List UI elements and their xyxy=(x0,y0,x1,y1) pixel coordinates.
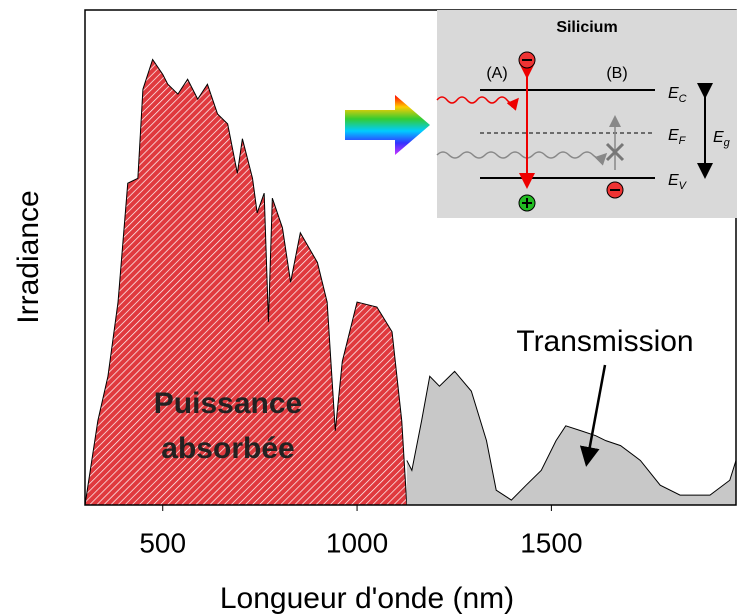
level-main: E xyxy=(668,172,679,189)
gap-label: Eg xyxy=(713,129,731,149)
photon-a xyxy=(436,96,519,111)
level-sub: C xyxy=(679,93,687,105)
level-main: E xyxy=(713,129,724,146)
annotation: absorbée xyxy=(161,432,294,465)
hole-sign xyxy=(522,198,532,208)
level-main: E xyxy=(668,127,679,144)
level-sub: g xyxy=(724,137,731,149)
area-outline xyxy=(406,370,737,501)
y-axis-label: Irradiance xyxy=(12,190,45,323)
area-outline xyxy=(84,58,408,506)
level-main: E xyxy=(668,85,679,102)
annotation-arrow xyxy=(579,364,607,467)
level-label: EC xyxy=(668,85,687,105)
level-label: EV xyxy=(668,172,688,192)
inset-box xyxy=(437,10,737,218)
plot-area xyxy=(84,58,737,506)
inset-label: (A) xyxy=(486,65,507,82)
annotation: Puissance xyxy=(154,387,302,420)
x-axis-label: Longueur d'onde (nm) xyxy=(220,582,514,615)
x-tick-label: 1000 xyxy=(326,527,388,558)
light-arrow xyxy=(345,95,430,155)
inset-label: (B) xyxy=(606,65,627,82)
inset-title: Silicium xyxy=(556,19,617,36)
x-tick-label: 1500 xyxy=(520,527,582,558)
x-tick-label: 500 xyxy=(139,527,186,558)
level-sub: F xyxy=(679,135,687,147)
blocked-mark xyxy=(605,142,625,162)
area-fill xyxy=(406,371,736,505)
inset: Silicium (A) (B) EC EF EV Eg xyxy=(345,10,737,218)
area-fill xyxy=(85,59,407,505)
plot-frame xyxy=(84,9,737,506)
level-sub: V xyxy=(679,180,688,192)
level-label: EF xyxy=(668,127,687,147)
annotation: Transmission xyxy=(516,325,693,358)
